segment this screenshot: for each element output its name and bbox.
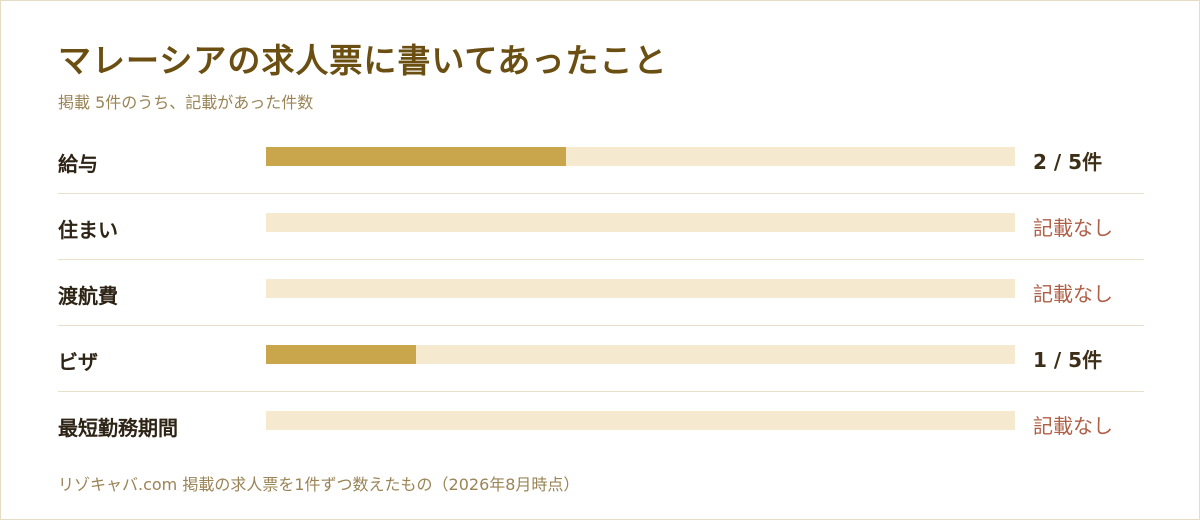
chart-title: マレーシアの求人票に書いてあったこと [58, 41, 668, 80]
bar [266, 147, 566, 166]
bar-track [266, 411, 1015, 430]
bar-track [266, 279, 1015, 298]
row-divider [58, 193, 1144, 194]
bar-track [266, 213, 1015, 232]
category-label: ビザ [58, 350, 98, 374]
row-divider [58, 259, 1144, 260]
category-label: 渡航費 [58, 284, 118, 308]
value-label: 記載なし [1033, 282, 1113, 306]
chart-footnote: リゾキャバ.com 掲載の求人票を1件ずつ数えたもの（2026年8月時点） [58, 475, 580, 494]
bar-row: 最短勤務期間 記載なし [58, 392, 1144, 458]
category-label: 給与 [58, 152, 98, 176]
bar-row: 住まい 記載なし [58, 194, 1144, 260]
value-label: 記載なし [1033, 414, 1113, 438]
value-label: 記載なし [1033, 216, 1113, 240]
bar-row: 給与 2 / 5件 [58, 128, 1144, 194]
chart-subtitle: 掲載 5件のうち、記載があった件数 [58, 93, 314, 112]
bar-row: ビザ 1 / 5件 [58, 326, 1144, 392]
row-divider [58, 325, 1144, 326]
row-divider [58, 391, 1144, 392]
bar-row: 渡航費 記載なし [58, 260, 1144, 326]
bar-track [266, 345, 1015, 364]
bar-track [266, 147, 1015, 166]
value-label: 2 / 5件 [1033, 150, 1103, 174]
category-label: 住まい [58, 218, 118, 242]
bar [266, 345, 416, 364]
value-label: 1 / 5件 [1033, 348, 1103, 372]
category-label: 最短勤務期間 [58, 416, 178, 440]
